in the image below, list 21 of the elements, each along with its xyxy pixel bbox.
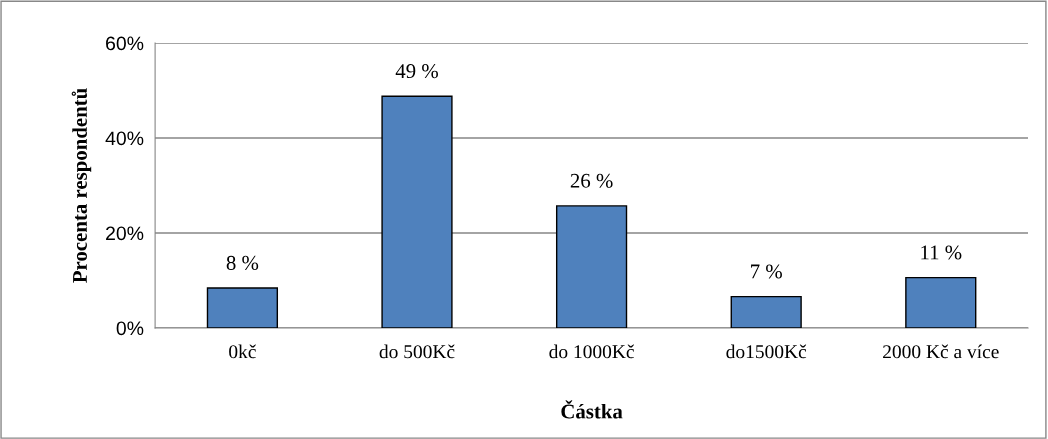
- y-axis-title: Procenta respondentů: [71, 88, 92, 283]
- x-tick-label: do 500Kč: [379, 344, 455, 359]
- x-tick-label: 0kč: [229, 344, 256, 359]
- bar: [206, 287, 279, 328]
- y-tick-label: 60%: [106, 36, 144, 51]
- bar: [730, 295, 802, 328]
- bar: [381, 95, 453, 328]
- data-label: 11 %: [921, 245, 962, 260]
- data-label: 8 %: [226, 255, 259, 270]
- y-tick-label: 20%: [106, 226, 144, 241]
- x-tick-label: 2000 Kč a více: [883, 344, 999, 359]
- bar: [905, 276, 977, 328]
- bar: [555, 205, 628, 328]
- x-tick-label: do 1000Kč: [549, 344, 634, 359]
- data-label: 49 %: [395, 64, 438, 79]
- data-label: 7 %: [751, 264, 782, 279]
- y-tick-label: 0%: [116, 321, 144, 336]
- y-tick-label: 40%: [105, 131, 144, 146]
- data-label: 26 %: [570, 173, 613, 188]
- x-tick-label: do1500Kč: [726, 344, 807, 359]
- x-axis-title: Částka: [561, 400, 623, 419]
